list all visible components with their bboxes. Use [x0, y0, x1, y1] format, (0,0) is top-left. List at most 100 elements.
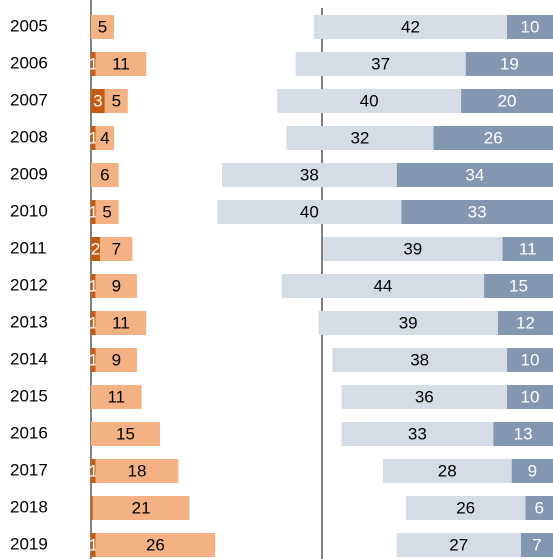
bar	[401, 200, 553, 224]
y-tick-label: 2012	[10, 275, 48, 294]
bar	[91, 496, 93, 520]
value-label: 44	[373, 276, 392, 295]
value-label: 9	[112, 276, 121, 295]
bar	[382, 459, 512, 483]
bar	[95, 274, 137, 298]
y-tick-label: 2005	[10, 16, 48, 35]
y-tick-label: 2014	[10, 349, 48, 368]
value-label: 7	[532, 535, 541, 554]
y-tick-label: 2018	[10, 497, 48, 516]
value-label: 9	[528, 461, 537, 480]
bar	[222, 163, 397, 187]
value-label: 33	[408, 424, 427, 443]
bar	[461, 89, 553, 113]
bar	[341, 422, 494, 446]
value-label: 1	[89, 313, 98, 332]
value-label: 20	[498, 91, 517, 110]
bar	[95, 459, 179, 483]
bar	[507, 385, 553, 409]
value-label: 40	[300, 202, 319, 221]
value-label: 19	[500, 54, 519, 73]
bar	[100, 237, 133, 261]
value-label: 38	[410, 350, 429, 369]
bar	[91, 163, 119, 187]
bar	[91, 126, 96, 150]
bar	[525, 496, 553, 520]
bar	[318, 311, 498, 335]
bar	[286, 126, 434, 150]
bar	[277, 89, 462, 113]
value-label: 11	[107, 387, 125, 406]
value-label: 21	[132, 498, 151, 517]
bar	[91, 89, 105, 113]
bar	[92, 496, 190, 520]
value-label: 33	[468, 202, 487, 221]
bar	[91, 385, 142, 409]
bar	[95, 533, 216, 557]
bar	[104, 89, 128, 113]
value-label: 1	[89, 461, 98, 480]
bar	[95, 52, 147, 76]
y-tick-label: 2016	[10, 423, 48, 442]
bar	[95, 311, 147, 335]
value-label: 6	[534, 498, 543, 517]
bar	[95, 200, 119, 224]
bar	[91, 15, 114, 39]
value-label: 6	[100, 165, 109, 184]
y-tick-label: 2017	[10, 460, 48, 479]
value-label: 13	[514, 424, 533, 443]
y-tick-label: 2007	[10, 90, 48, 109]
bar	[91, 311, 96, 335]
value-label: 9	[112, 350, 121, 369]
bar	[91, 274, 96, 298]
value-label: 1	[89, 128, 98, 147]
value-label: 12	[516, 313, 535, 332]
y-tick-label: 2008	[10, 127, 48, 146]
value-label: 34	[465, 165, 484, 184]
y-tick-label: 2013	[10, 312, 48, 331]
value-label: 1	[89, 535, 98, 554]
value-label: 1	[89, 54, 98, 73]
value-label: 10	[521, 17, 540, 36]
value-label: 11	[112, 313, 130, 332]
bar	[511, 459, 553, 483]
value-label: 1	[89, 202, 98, 221]
value-label: 7	[112, 239, 121, 258]
bar	[396, 533, 521, 557]
value-label: 26	[146, 535, 165, 554]
y-tick-label: 2019	[10, 534, 48, 553]
value-label: 18	[128, 461, 147, 480]
bar	[502, 237, 553, 261]
bar	[396, 163, 553, 187]
value-label: 15	[116, 424, 135, 443]
bar	[507, 348, 553, 372]
value-label: 28	[438, 461, 457, 480]
bar	[484, 274, 553, 298]
value-label: 39	[399, 313, 418, 332]
y-tick-label: 2009	[10, 164, 48, 183]
bar	[433, 126, 553, 150]
bar	[91, 533, 96, 557]
value-label: 32	[350, 128, 369, 147]
value-label: 39	[403, 239, 422, 258]
bar	[465, 52, 553, 76]
value-label: 5	[112, 91, 121, 110]
value-label: 10	[521, 350, 540, 369]
value-label: 37	[371, 54, 390, 73]
y-tick-label: 2015	[10, 386, 48, 405]
value-label: 2	[91, 239, 100, 258]
value-label: 36	[415, 387, 434, 406]
bar	[281, 274, 485, 298]
value-label: 26	[484, 128, 503, 147]
value-label: 4	[100, 128, 109, 147]
bar	[91, 459, 96, 483]
bar	[405, 496, 526, 520]
bar	[95, 126, 114, 150]
value-label: 27	[449, 535, 468, 554]
bar	[507, 15, 553, 39]
bar	[520, 533, 553, 557]
value-label: 15	[509, 276, 528, 295]
value-label: 26	[456, 498, 475, 517]
value-label: 1	[89, 276, 98, 295]
